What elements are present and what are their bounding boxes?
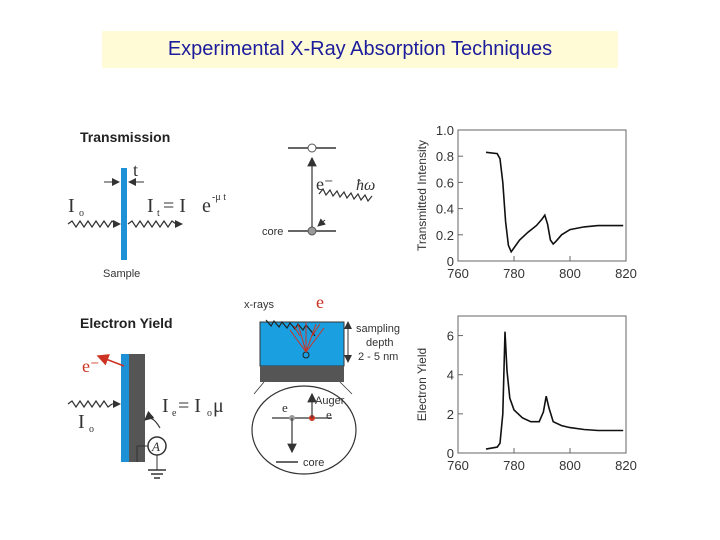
- auger-electron-label: e: [326, 407, 332, 422]
- photon-label: ħω: [356, 177, 375, 194]
- y-tick-label: 0.8: [436, 149, 454, 164]
- sampling-label-2: depth: [366, 337, 394, 349]
- svg-text:e: e: [172, 408, 177, 419]
- y-tick-label: 0.6: [436, 175, 454, 190]
- plot-frame: [457, 129, 627, 262]
- svg-text:o: o: [89, 424, 94, 435]
- emitted-electron-label: e⁻: [82, 356, 100, 376]
- svg-text:e: e: [282, 400, 288, 415]
- y-tick-label: 0.2: [436, 228, 454, 243]
- x-tick-label: 780: [503, 458, 525, 473]
- x-tick-label: 820: [615, 458, 637, 473]
- sampling-label-3: 2 - 5 nm: [358, 351, 398, 363]
- svg-text:= I: = I: [163, 195, 186, 217]
- electron-yield-heading: Electron Yield: [80, 315, 173, 331]
- ey-io-label: I: [78, 411, 85, 433]
- current-arrow: [144, 410, 161, 429]
- emitted-electron-arrow: [96, 354, 125, 367]
- x-tick-label: 780: [503, 266, 525, 281]
- chart-electron-yield: 760 780 800 820 0 2 4 6 Electron Yield: [415, 315, 637, 473]
- ey-sample-slab: [121, 354, 129, 462]
- sample-label: Sample: [103, 268, 140, 280]
- transmission-heading: Transmission: [80, 129, 170, 145]
- svg-text:= I: = I: [178, 395, 201, 417]
- xrays-label: x-rays: [244, 299, 274, 311]
- y-tick-label: 1.0: [436, 123, 454, 138]
- transmission-sample-slab: [121, 168, 127, 260]
- ey-incident-wave: [67, 399, 113, 409]
- x-tick-label: 760: [447, 266, 469, 281]
- svg-text:e: e: [202, 195, 211, 217]
- photon-wave: [318, 187, 373, 203]
- y-tick-label: 2: [447, 407, 454, 422]
- svg-text:μ: μ: [213, 395, 224, 417]
- electron-cascade: [289, 322, 325, 353]
- y-axis-label: Electron Yield: [415, 348, 429, 421]
- x-tick-label: 760: [447, 458, 469, 473]
- thickness-label: t: [133, 160, 138, 180]
- ey-top-electron-label: e: [316, 292, 324, 312]
- auger-label: Auger: [315, 395, 345, 407]
- svg-text:t: t: [157, 208, 160, 219]
- y-tick-label: 6: [447, 329, 454, 344]
- svg-text:-μ t: -μ t: [212, 192, 226, 203]
- empty-state: [307, 143, 317, 153]
- auger-zoom-circle: [251, 385, 357, 475]
- ey-sample-holder: [129, 354, 145, 462]
- plot-frame: [457, 315, 627, 454]
- io-label: I: [68, 195, 75, 217]
- core-label: core: [262, 226, 283, 238]
- it-label: I: [147, 195, 154, 217]
- transmitted-wave: [127, 219, 177, 229]
- slide-title: Experimental X-Ray Absorption Techniques: [102, 31, 618, 68]
- ammeter-label: A: [151, 439, 160, 454]
- data-line: [485, 151, 624, 254]
- svg-text:o: o: [79, 208, 84, 219]
- sampling-label-1: sampling: [356, 323, 400, 335]
- y-tick-label: 0.4: [436, 202, 454, 217]
- x-tick-label: 800: [559, 458, 581, 473]
- ie-formula: I: [162, 395, 169, 417]
- y-axis-label: Transmitted Intensity: [415, 140, 429, 251]
- data-line: [485, 331, 624, 450]
- y-tick-label: 0: [447, 446, 454, 461]
- chart-transmitted-intensity: 760 780 800 820 0 0.2 0.4 0.6 0.8 1.0 Transmitted …: [415, 123, 637, 281]
- x-tick-label: 820: [615, 266, 637, 281]
- svg-text:o: o: [207, 408, 212, 419]
- incident-wave: [67, 219, 117, 229]
- auger-core-label: core: [303, 457, 324, 469]
- y-tick-label: 4: [447, 368, 454, 383]
- y-tick-label: 0: [447, 254, 454, 269]
- core-electron: [307, 226, 317, 236]
- transition-electron-label: e⁻: [316, 174, 334, 194]
- sample-substrate: [260, 366, 344, 382]
- x-tick-label: 800: [559, 266, 581, 281]
